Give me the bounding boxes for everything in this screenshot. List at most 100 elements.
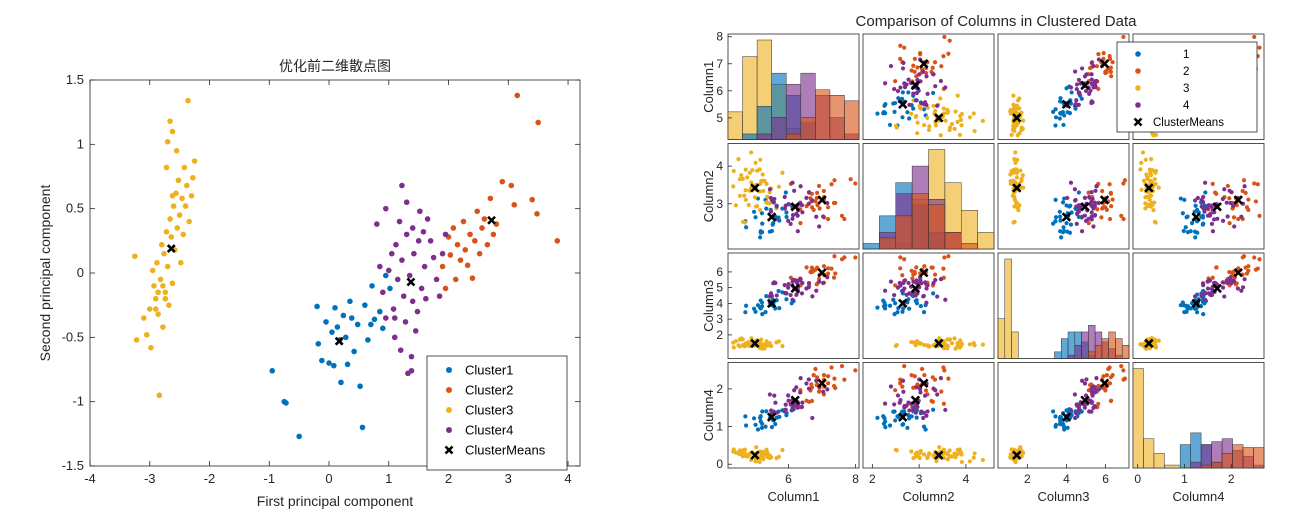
matrix-point <box>931 291 936 296</box>
histogram-bar <box>800 117 816 140</box>
matrix-point <box>1110 60 1115 65</box>
matrix-point <box>1148 157 1154 162</box>
data-point-cluster1 <box>269 367 276 374</box>
matrix-point <box>937 336 942 341</box>
matrix-point <box>892 312 897 317</box>
data-point-cluster2 <box>450 225 457 231</box>
matrix-point <box>760 312 765 317</box>
matrix-point <box>906 77 911 82</box>
matrix-point <box>1061 425 1067 430</box>
data-point-cluster2 <box>511 202 518 208</box>
histogram-bar <box>1164 464 1181 469</box>
matrix-point <box>1184 309 1189 314</box>
matrix-point <box>1058 218 1063 223</box>
matrix-point <box>800 210 805 215</box>
matrix-point <box>832 178 837 183</box>
matrix-point <box>1220 280 1225 285</box>
data-point-cluster2 <box>457 257 464 263</box>
data-point-cluster2 <box>534 211 540 217</box>
histogram-bar <box>829 95 845 140</box>
data-point-cluster4 <box>380 289 386 296</box>
matrix-point <box>1015 98 1021 103</box>
matrix-point <box>780 344 785 349</box>
data-point-cluster4 <box>399 182 405 189</box>
matrix-point <box>771 199 776 205</box>
data-point-cluster3 <box>158 241 165 248</box>
matrix-point <box>1107 216 1113 222</box>
histogram-bar <box>1132 368 1144 469</box>
matrix-cluster-mean <box>934 450 944 460</box>
data-point-cluster3 <box>168 234 175 240</box>
matrix-point <box>742 344 747 349</box>
matrix-point <box>1215 216 1220 221</box>
matrix-point <box>1225 214 1230 219</box>
matrix-point <box>757 235 763 240</box>
matrix-point <box>776 288 781 294</box>
matrix-point <box>929 265 934 270</box>
histogram-bar <box>1200 464 1212 469</box>
data-point-cluster4 <box>418 285 425 292</box>
matrix-point <box>1083 88 1089 94</box>
matrix-point <box>804 286 809 291</box>
matrix-point <box>1231 203 1236 208</box>
matrix-point <box>1076 102 1081 107</box>
data-point-cluster4 <box>420 229 427 235</box>
matrix-point <box>1008 172 1013 177</box>
matrix-point <box>853 181 858 186</box>
matrix-point <box>907 408 912 413</box>
matrix-point <box>798 184 803 189</box>
matrix-point <box>891 297 896 302</box>
matrix-point <box>757 305 763 310</box>
matrix-point <box>815 203 820 208</box>
matrix-point <box>1011 124 1016 129</box>
matrix-point <box>806 190 812 195</box>
matrix-point <box>941 365 946 370</box>
legend-marker <box>446 387 452 393</box>
matrix-point <box>774 340 779 345</box>
matrix-point <box>773 400 778 405</box>
matrix-point <box>1232 224 1237 229</box>
matrix-point <box>1121 216 1126 222</box>
matrix-point <box>731 184 736 189</box>
matrix-point <box>799 291 805 296</box>
data-point-cluster3 <box>163 164 170 171</box>
matrix-point <box>1096 383 1101 389</box>
matrix-point <box>742 447 748 452</box>
data-point-cluster4 <box>403 199 410 206</box>
matrix-point <box>848 177 853 182</box>
matrix-point <box>777 218 782 223</box>
data-point-cluster2 <box>439 263 446 270</box>
matrix-point <box>931 90 936 96</box>
matrix-point <box>832 376 837 381</box>
matrix-point <box>893 388 898 393</box>
matrix-point <box>817 224 822 229</box>
y-tick-label: 0 <box>716 457 723 471</box>
matrix-point <box>821 280 826 286</box>
matrix-cluster-mean <box>1144 338 1154 349</box>
data-point-cluster1 <box>348 315 355 321</box>
matrix-point <box>1072 392 1078 397</box>
y-tick-label: 3 <box>716 312 723 326</box>
data-point-cluster4 <box>403 231 410 238</box>
matrix-point <box>1199 293 1204 299</box>
matrix-cluster-mean <box>766 412 777 422</box>
matrix-point <box>1089 203 1094 208</box>
matrix-point <box>1144 346 1149 351</box>
matrix-point <box>1180 211 1185 216</box>
matrix-point <box>1257 257 1262 262</box>
histogram-bar <box>961 243 978 250</box>
matrix-point <box>972 451 977 456</box>
matrix-point <box>1200 213 1205 218</box>
matrix-point <box>906 90 911 95</box>
matrix-point <box>1140 150 1146 155</box>
matrix-point <box>896 96 901 101</box>
histogram-bar <box>1088 351 1096 359</box>
matrix-point <box>1011 447 1016 452</box>
matrix-point <box>1201 283 1206 288</box>
matrix-point <box>898 56 903 61</box>
matrix-point <box>1101 374 1106 379</box>
matrix-point <box>1100 206 1105 211</box>
matrix-cluster-mean <box>1233 267 1243 278</box>
matrix-point <box>915 65 920 70</box>
